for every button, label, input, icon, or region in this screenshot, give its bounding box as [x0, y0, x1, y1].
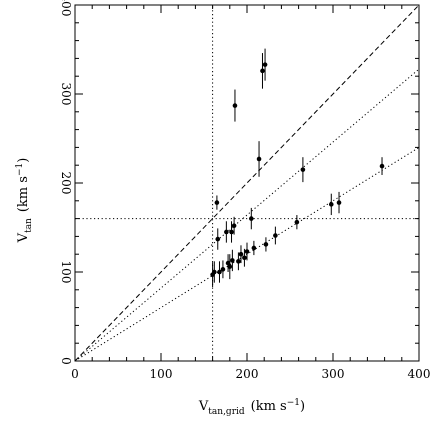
y-tick-label: 100	[59, 261, 73, 284]
point-marker	[379, 163, 385, 169]
axis-ticks	[74, 4, 420, 362]
x-axis-label-sub: tan,grid	[208, 407, 245, 417]
point-marker	[217, 269, 222, 275]
x-tick-label: 300	[322, 367, 345, 381]
point-marker	[242, 255, 247, 261]
x-tick-label: 200	[236, 367, 259, 381]
data-point	[232, 89, 238, 122]
data-point	[263, 237, 269, 252]
y-tick-label: 400	[59, 0, 73, 16]
x-axis-label-unit: (km s	[251, 399, 287, 414]
data-point	[227, 254, 233, 280]
y-tick-label: 300	[59, 83, 73, 106]
point-marker	[215, 236, 221, 242]
data-point	[236, 252, 241, 271]
point-marker	[336, 200, 342, 205]
point-marker	[294, 219, 300, 225]
data-point	[260, 53, 265, 89]
data-point	[215, 228, 221, 250]
y-axis-label-sub: tan	[24, 218, 34, 233]
y-axis-label-main: V	[16, 232, 31, 243]
data-point	[300, 157, 306, 183]
data-point	[224, 221, 229, 243]
point-marker	[236, 259, 241, 264]
data-point	[336, 191, 342, 214]
data-point	[294, 215, 300, 230]
data-point	[244, 242, 250, 261]
point-marker	[224, 229, 229, 235]
data-point	[273, 226, 278, 245]
x-tick-label: 0	[71, 367, 79, 381]
data-point	[238, 245, 244, 264]
data-point	[256, 141, 262, 177]
data-point	[242, 248, 247, 267]
x-tick-label: 100	[150, 367, 173, 381]
slope-reference-line-0	[75, 5, 419, 361]
x-axis-label-close: )	[300, 399, 305, 414]
point-marker	[328, 202, 334, 207]
point-marker	[212, 269, 217, 275]
point-marker	[260, 68, 265, 74]
point-marker	[214, 200, 220, 205]
point-marker	[231, 223, 237, 229]
y-axis-label-close: )	[16, 158, 31, 163]
point-marker	[249, 216, 254, 221]
point-marker	[244, 249, 250, 254]
point-marker	[230, 258, 235, 263]
slope-reference-line-1	[75, 68, 419, 361]
x-axis-label-main: V	[198, 399, 209, 414]
data-point	[231, 216, 237, 235]
data-point	[249, 207, 254, 230]
data-point	[229, 221, 234, 243]
point-marker	[251, 245, 257, 251]
x-tick-labels: 0 100 200 300 400	[71, 367, 430, 381]
point-marker	[262, 62, 268, 67]
data-point	[230, 249, 235, 272]
point-marker	[263, 242, 269, 247]
x-axis-label: Vtan,grid (km s−1)	[198, 398, 305, 417]
y-tick-label: 200	[59, 172, 73, 195]
point-marker	[238, 251, 244, 257]
data-point	[217, 261, 222, 283]
data-point	[262, 48, 268, 81]
reference-lines	[75, 5, 419, 361]
point-marker	[229, 229, 234, 235]
data-point	[328, 193, 334, 216]
y-tick-label: 0	[59, 357, 73, 365]
point-marker	[300, 167, 306, 172]
x-axis-label-exp: −1	[287, 398, 300, 408]
point-marker	[273, 233, 278, 238]
point-marker	[220, 267, 226, 272]
point-marker	[225, 260, 231, 266]
data-point	[214, 195, 220, 210]
y-axis-label-unit: (km s	[16, 176, 31, 212]
data-point	[251, 240, 257, 256]
data-point	[220, 260, 226, 279]
data-point	[225, 254, 231, 272]
data-point	[212, 261, 217, 283]
point-marker	[232, 103, 238, 108]
y-axis-label-exp: −1	[15, 163, 25, 176]
point-marker	[256, 156, 262, 162]
y-axis-label: Vtan (km s−1)	[15, 158, 34, 244]
data-points	[210, 48, 385, 288]
data-point	[379, 157, 385, 175]
x-tick-label: 400	[408, 367, 431, 381]
point-marker	[227, 264, 233, 269]
y-tick-labels: 0 100 200 300 400	[59, 0, 73, 365]
